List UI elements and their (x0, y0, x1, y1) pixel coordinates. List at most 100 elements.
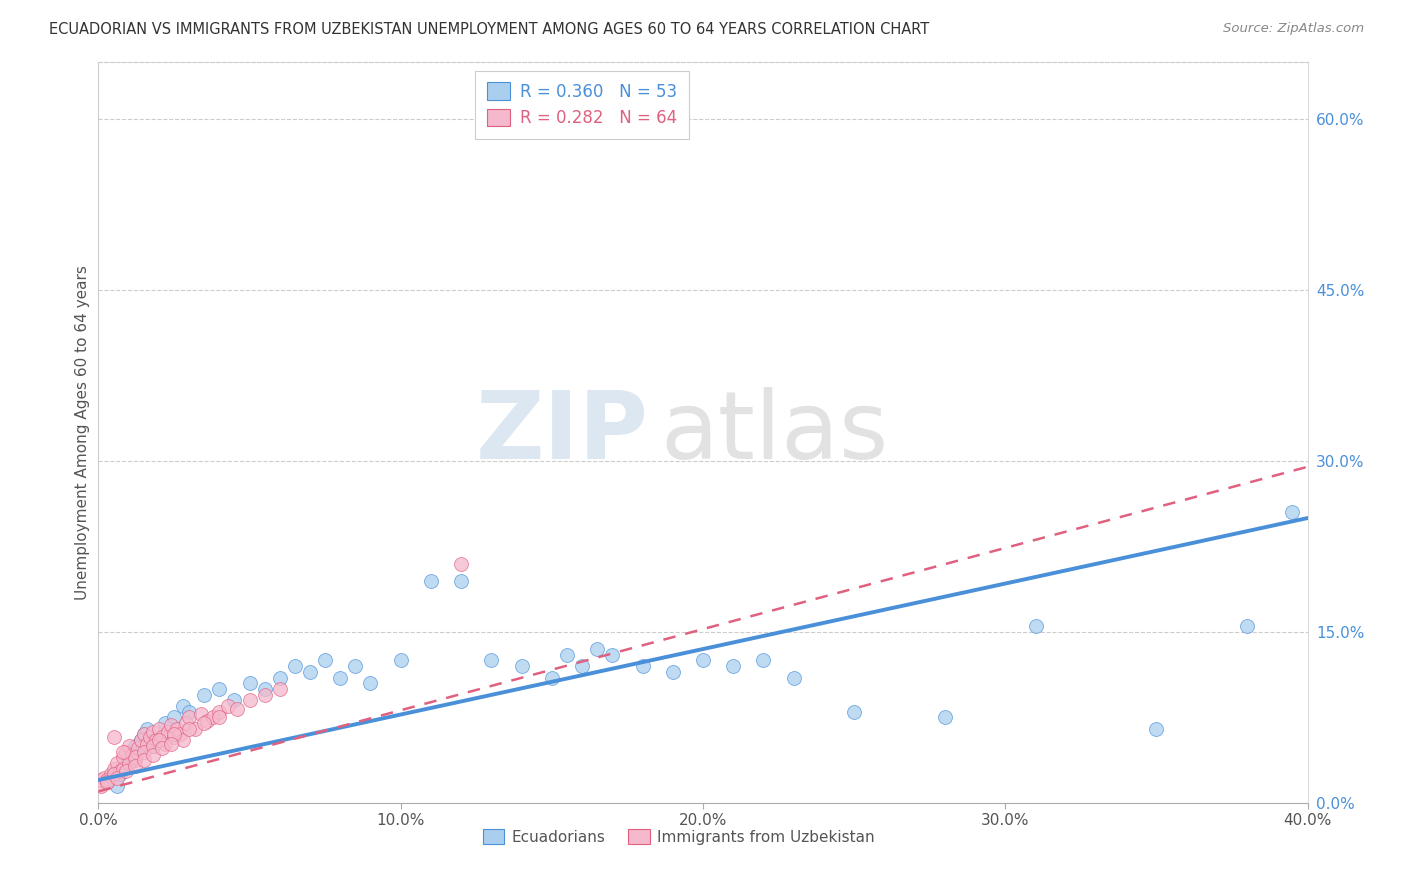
Point (179, 705, 201, 719)
Point (1024, 619, 1046, 633)
Point (571, 659, 593, 673)
Point (90, 779, 112, 793)
Point (217, 698, 239, 713)
Point (96, 772, 118, 787)
Point (420, 574, 443, 588)
Point (139, 730, 162, 744)
Point (314, 653, 336, 667)
Point (148, 733, 170, 747)
Point (783, 671, 806, 685)
Point (179, 710, 201, 724)
Point (127, 745, 149, 759)
Point (124, 739, 146, 753)
Point (239, 693, 262, 707)
Point (142, 739, 165, 753)
Point (586, 642, 609, 657)
Point (1236, 619, 1258, 633)
Point (389, 653, 412, 667)
Point (153, 716, 176, 731)
Point (118, 739, 141, 753)
Point (111, 762, 134, 776)
Point (284, 659, 307, 673)
Point (96, 775, 118, 789)
Legend: Ecuadorians, Immigrants from Uzbekistan: Ecuadorians, Immigrants from Uzbekistan (477, 822, 882, 851)
Point (844, 705, 866, 719)
Point (108, 764, 131, 778)
Point (129, 733, 152, 747)
Point (132, 752, 155, 766)
Y-axis label: Unemployment Among Ages 60 to 64 years: Unemployment Among Ages 60 to 64 years (75, 265, 90, 600)
Point (111, 750, 134, 764)
Point (90, 772, 112, 787)
Point (142, 725, 165, 739)
Point (163, 727, 186, 741)
Point (172, 733, 194, 747)
Point (190, 706, 212, 721)
Point (226, 702, 249, 716)
Point (124, 750, 146, 764)
Point (142, 747, 165, 762)
Point (124, 759, 146, 773)
Point (156, 725, 179, 739)
Point (174, 716, 197, 731)
Point (360, 676, 382, 690)
Point (510, 659, 533, 673)
Point (105, 771, 128, 785)
Point (111, 745, 134, 759)
Point (105, 756, 128, 770)
Point (114, 764, 136, 778)
Point (121, 747, 143, 762)
Point (172, 698, 194, 713)
Text: atlas: atlas (661, 386, 889, 479)
Point (132, 745, 155, 759)
Point (150, 730, 173, 744)
Point (195, 714, 218, 728)
Point (103, 767, 125, 781)
Point (540, 671, 562, 685)
Point (100, 767, 122, 781)
Point (135, 737, 157, 751)
Point (163, 710, 186, 724)
Point (160, 718, 183, 732)
Point (631, 659, 654, 673)
Point (555, 648, 578, 662)
Point (481, 653, 503, 667)
Point (752, 653, 775, 667)
Point (132, 727, 155, 741)
Point (148, 722, 170, 736)
Point (224, 693, 246, 707)
Point (153, 737, 176, 751)
Text: Source: ZipAtlas.com: Source: ZipAtlas.com (1223, 22, 1364, 36)
Point (253, 681, 276, 696)
Point (723, 659, 745, 673)
Point (602, 648, 624, 662)
Point (1281, 505, 1303, 519)
Point (692, 653, 714, 667)
Point (114, 745, 136, 759)
Point (142, 739, 165, 753)
Point (239, 676, 262, 690)
Point (96, 775, 118, 789)
Point (193, 688, 215, 702)
Point (160, 737, 183, 751)
Point (103, 762, 125, 776)
Point (202, 710, 225, 724)
Point (193, 716, 215, 731)
Point (184, 722, 207, 736)
Point (148, 733, 170, 747)
Point (208, 681, 231, 696)
Point (166, 722, 188, 736)
Point (450, 557, 472, 571)
Point (96, 772, 118, 787)
Text: ZIP: ZIP (475, 386, 648, 479)
Point (208, 710, 231, 724)
Point (93, 771, 115, 785)
Point (169, 727, 191, 741)
Point (253, 688, 276, 702)
Point (179, 722, 201, 736)
Point (163, 730, 186, 744)
Point (111, 762, 134, 776)
Point (329, 671, 352, 685)
Point (150, 741, 173, 756)
Point (344, 659, 367, 673)
